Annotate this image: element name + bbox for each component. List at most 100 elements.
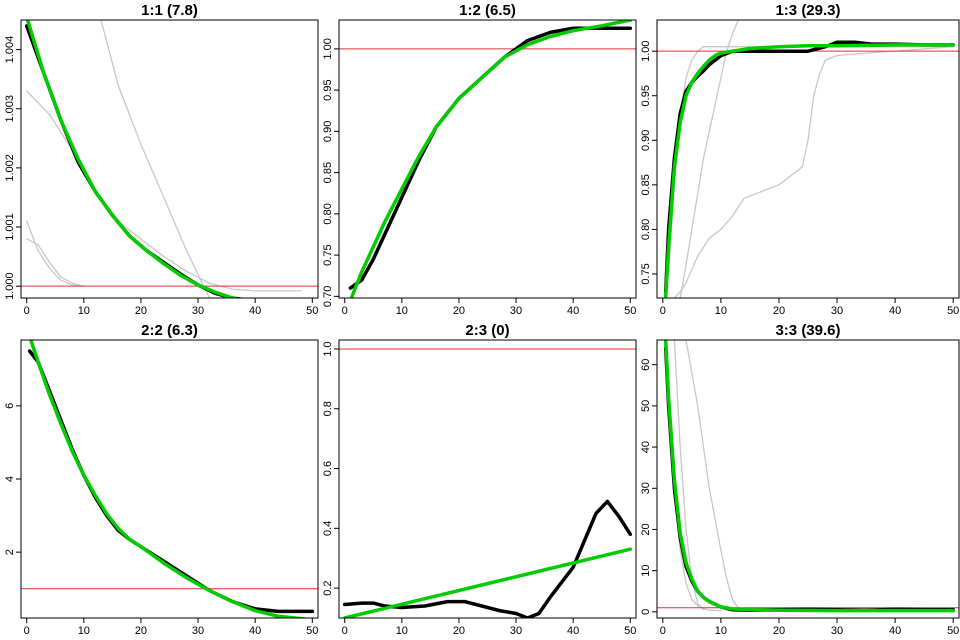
x-tick-label: 40 (249, 305, 261, 317)
y-tick-label: 2 (4, 549, 16, 555)
chain-line (100, 20, 211, 298)
y-tick-label: 0.85 (640, 174, 652, 195)
fit-line (25, 20, 242, 298)
y-tick-label: 0.85 (322, 162, 334, 183)
x-tick-label: 10 (78, 625, 90, 637)
x-tick-label: 50 (306, 625, 318, 637)
chain-line (685, 340, 954, 612)
fit-line (349, 20, 633, 298)
chain-line (679, 20, 739, 298)
plot-area (657, 340, 959, 613)
plot-area (339, 348, 636, 618)
x-tick-label: 50 (306, 305, 318, 317)
x-tick-label: 40 (889, 305, 901, 317)
y-tick-label: 0.4 (322, 521, 334, 536)
chain-line (673, 46, 954, 298)
panel-2: 1:2 (6.5) 0 10 20 30 40 50 0.70 0.75 0.80 0.85 0.90… (322, 2, 637, 317)
x-tick-label: 10 (78, 305, 90, 317)
y-tick-label: 0.95 (322, 79, 334, 100)
plot-frame (20, 339, 319, 619)
y-tick-label: 0.6 (322, 461, 334, 476)
plot-area (657, 20, 959, 298)
x-tick-label: 0 (24, 625, 30, 637)
plot-frame (20, 19, 319, 299)
y-tick-label: 1.004 (4, 36, 16, 64)
x-tick-label: 10 (396, 625, 408, 637)
y-tick-label: 0.2 (322, 580, 334, 595)
panel-5: 2:3 (0) 0 10 20 30 40 50 0.2 0.4 0.6 0.8 1.0 (322, 322, 637, 637)
panel-3: 1:3 (29.3) 0 10 20 30 40 50 0.75 0.80 0.85 0.90 0.9… (640, 2, 960, 317)
panel-title: 1:1 (7.8) (141, 2, 198, 19)
x-tick-label: 20 (453, 625, 465, 637)
y-tick-label: 60 (640, 359, 652, 371)
mean-line (27, 349, 315, 614)
x-tick-label: 50 (624, 305, 636, 317)
fit-line (663, 43, 955, 298)
x-tick-label: 50 (947, 625, 959, 637)
plot-frame (656, 339, 960, 619)
y-tick-label: 1.002 (4, 154, 16, 182)
y-tick-label: 1.003 (4, 95, 16, 123)
x-tick-label: 30 (510, 305, 522, 317)
panel-title: 2:3 (0) (465, 322, 509, 339)
y-tick-label: 0.75 (640, 263, 652, 284)
x-tick-label: 0 (342, 305, 348, 317)
y-tick-label: 0.8 (322, 401, 334, 416)
x-tick-label: 20 (453, 305, 465, 317)
x-tick-label: 20 (773, 305, 785, 317)
x-tick-label: 30 (192, 305, 204, 317)
chain-line (667, 46, 954, 275)
plot-area (21, 20, 318, 298)
y-tick-label: 0 (640, 609, 652, 615)
fit-line (342, 547, 633, 618)
x-tick-label: 0 (24, 305, 30, 317)
y-tick-label: 0.90 (640, 130, 652, 151)
y-tick-label: 0.75 (322, 244, 334, 265)
x-tick-label: 30 (831, 625, 843, 637)
x-tick-label: 50 (624, 625, 636, 637)
x-tick-label: 20 (135, 625, 147, 637)
plot-frame (656, 19, 960, 299)
x-tick-label: 50 (947, 305, 959, 317)
panel-4: 2:2 (6.3) 0 10 20 30 40 50 2 4 6 (4, 322, 319, 637)
y-tick-label: 1.0 (322, 341, 334, 356)
mean-line (663, 40, 955, 294)
mean-line (663, 346, 955, 612)
y-tick-label: 1.000 (4, 272, 16, 300)
plot-frame (338, 339, 637, 619)
y-tick-label: 50 (640, 400, 652, 412)
panel-title: 3:3 (39.6) (775, 322, 840, 339)
plot-area (339, 20, 636, 298)
plot-area (21, 340, 318, 618)
y-tick-label: 20 (640, 523, 652, 535)
x-tick-label: 10 (715, 625, 727, 637)
y-tick-label: 1.00 (640, 40, 652, 61)
y-tick-label: 0.80 (322, 203, 334, 224)
y-tick-label: 0.80 (640, 219, 652, 240)
chain-line (26, 220, 85, 287)
x-tick-label: 40 (889, 625, 901, 637)
y-tick-label: 10 (640, 565, 652, 577)
x-tick-label: 0 (660, 305, 666, 317)
x-tick-label: 0 (660, 625, 666, 637)
y-tick-label: 1.001 (4, 213, 16, 241)
y-tick-label: 40 (640, 441, 652, 453)
y-tick-label: 30 (640, 482, 652, 494)
chain-line (673, 340, 705, 611)
panel-1: 1:1 (7.8) 0 10 20 30 40 50 1.000 1.001 1.002 1.003… (4, 2, 319, 317)
y-tick-label: 0.95 (640, 85, 652, 106)
mean-line (348, 26, 633, 290)
panel-title: 2:2 (6.3) (141, 322, 198, 339)
y-tick-label: 4 (4, 476, 16, 482)
x-tick-label: 40 (567, 625, 579, 637)
x-tick-label: 30 (831, 305, 843, 317)
x-tick-label: 40 (567, 305, 579, 317)
y-tick-label: 1.00 (322, 38, 334, 59)
chain-line (26, 238, 85, 287)
fit-line (663, 340, 955, 613)
panel-title: 1:3 (29.3) (775, 2, 840, 19)
x-tick-label: 10 (396, 305, 408, 317)
x-tick-label: 30 (192, 625, 204, 637)
panel-6: 3:3 (39.6) 0 10 20 30 40 50 0 10 20 30 40 50 60 (640, 322, 960, 637)
